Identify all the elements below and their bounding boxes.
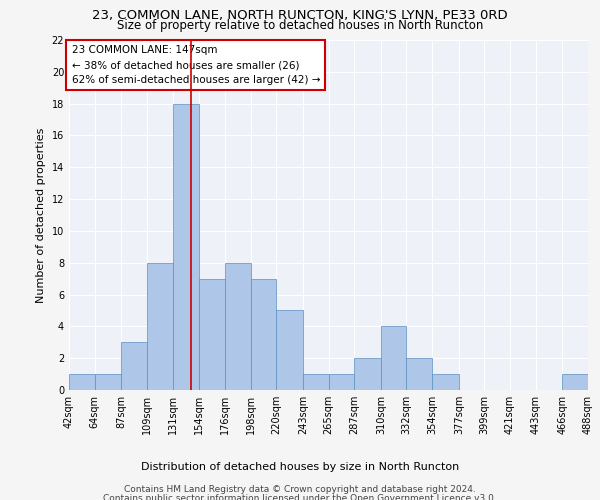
Bar: [303, 374, 329, 390]
Text: 23 COMMON LANE: 147sqm
← 38% of detached houses are smaller (26)
62% of semi-det: 23 COMMON LANE: 147sqm ← 38% of detached…: [71, 46, 320, 85]
Text: Size of property relative to detached houses in North Runcton: Size of property relative to detached ho…: [117, 19, 483, 32]
Bar: [147, 262, 173, 390]
Bar: [329, 374, 354, 390]
Text: Contains public sector information licensed under the Open Government Licence v3: Contains public sector information licen…: [103, 494, 497, 500]
Text: Contains HM Land Registry data © Crown copyright and database right 2024.: Contains HM Land Registry data © Crown c…: [124, 485, 476, 494]
Bar: [562, 374, 588, 390]
Bar: [95, 374, 121, 390]
Bar: [406, 358, 432, 390]
Text: 23, COMMON LANE, NORTH RUNCTON, KING'S LYNN, PE33 0RD: 23, COMMON LANE, NORTH RUNCTON, KING'S L…: [92, 9, 508, 22]
Bar: [276, 310, 303, 390]
Bar: [432, 374, 459, 390]
Bar: [199, 278, 225, 390]
Bar: [173, 104, 199, 390]
Bar: [251, 278, 276, 390]
Bar: [225, 262, 251, 390]
Bar: [121, 342, 147, 390]
Bar: [381, 326, 406, 390]
Text: Distribution of detached houses by size in North Runcton: Distribution of detached houses by size …: [141, 462, 459, 472]
Y-axis label: Number of detached properties: Number of detached properties: [36, 128, 46, 302]
Bar: [69, 374, 95, 390]
Bar: [354, 358, 381, 390]
